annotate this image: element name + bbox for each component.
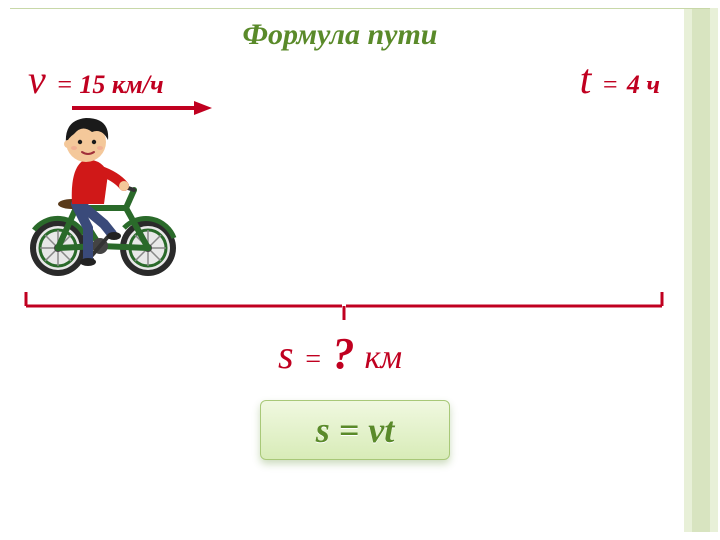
cyclist-icon — [16, 108, 196, 288]
time-equals: = — [601, 70, 619, 99]
formula-text: s = vt — [316, 409, 395, 451]
formula-box: s = vt — [260, 400, 450, 460]
velocity-equals: = — [56, 70, 74, 99]
distance-question: ? — [332, 329, 354, 378]
time-label: t = 4 ч — [580, 56, 660, 104]
time-symbol: t — [580, 57, 592, 103]
velocity-value: 15 км/ч — [79, 70, 163, 99]
distance-bracket-icon — [24, 292, 664, 322]
distance-unit: км — [364, 339, 402, 376]
distance-equals: = — [304, 344, 323, 375]
distance-symbol: s — [278, 332, 294, 377]
velocity-symbol: v — [28, 57, 46, 102]
velocity-label: v = 15 км/ч — [28, 56, 164, 103]
slide-title: Формула пути — [0, 18, 680, 52]
time-value: 4 ч — [627, 70, 660, 99]
distance-label: s = ? км — [0, 328, 680, 379]
